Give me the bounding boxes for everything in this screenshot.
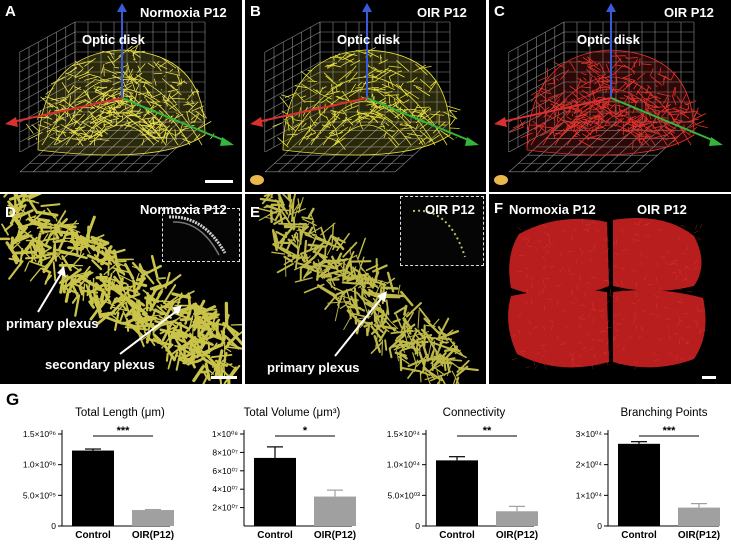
panel-f-title-normoxia: Normoxia P12	[509, 202, 596, 217]
chart-total-volume: Total Volume (μm³) 2×10⁰⁷ 4×10⁰⁷ 6×10⁰⁷ 8×10…	[182, 398, 364, 546]
primary-plexus-label-d: primary plexus	[6, 316, 99, 331]
bar-oir	[314, 497, 356, 526]
category-label: Control	[75, 530, 111, 541]
petal-bottom-left	[508, 290, 609, 368]
orientation-marker	[494, 175, 508, 185]
bar-oir	[132, 510, 174, 526]
panel-d-letter: D	[5, 204, 16, 221]
petal-top-right	[613, 218, 702, 291]
y-tick-label: 1.5×10⁰⁶	[23, 429, 56, 439]
panel-c: C OIR P12 Optic disk	[489, 0, 731, 192]
category-label: OIR(P12)	[496, 530, 538, 541]
panel-a-3d-render	[0, 0, 242, 192]
significance-marker: **	[483, 425, 492, 437]
y-tick-label: 4×10⁰⁷	[212, 484, 238, 494]
petal-top-left	[509, 219, 609, 297]
y-axis-arrow	[220, 137, 234, 146]
panel-f-scale-bar	[702, 376, 716, 379]
panel-b-optic-disk-label: Optic disk	[337, 32, 400, 47]
y-tick-label: 5.0×10⁰³	[388, 490, 421, 500]
panel-d: D Normoxia P12 primary plexus secondary …	[0, 194, 242, 384]
chart-title: Total Length (μm)	[75, 407, 165, 419]
panel-a-optic-disk-label: Optic disk	[82, 32, 145, 47]
y-tick-label: 3×10⁰⁴	[576, 429, 603, 439]
z-axis-arrow	[117, 3, 127, 12]
category-label: Control	[621, 530, 657, 541]
panel-c-optic-disk-label: Optic disk	[577, 32, 640, 47]
significance-marker: *	[303, 425, 308, 437]
y-tick-label: 0	[415, 521, 420, 531]
panel-c-letter: C	[494, 3, 505, 20]
y-axis-arrow	[465, 137, 479, 146]
panel-f: F Normoxia P12 OIR P12	[489, 194, 731, 384]
y-tick-label: 0	[597, 521, 602, 531]
significance-marker: ***	[117, 425, 131, 437]
bar-control	[254, 458, 296, 526]
y-tick-label: 1×10⁰⁸	[212, 429, 239, 439]
panel-a-letter: A	[5, 3, 16, 20]
panel-d-scale-bar	[211, 376, 237, 379]
y-tick-label: 1×10⁰⁴	[576, 490, 603, 500]
category-label: Control	[439, 530, 475, 541]
panel-c-3d-render	[489, 0, 731, 192]
panel-b-letter: B	[250, 3, 261, 20]
y-tick-label: 1.5×10⁰⁴	[387, 429, 421, 439]
y-tick-label: 0	[51, 521, 56, 531]
chart-total-length: Total Length (μm) 0 5.0×10⁰⁵ 1.0×10⁰⁶ 1.5×10…	[0, 398, 182, 546]
category-label: OIR(P12)	[678, 530, 720, 541]
y-tick-label: 2×10⁰⁷	[212, 503, 238, 513]
x-axis-arrow	[5, 117, 18, 127]
chart-connectivity: Connectivity 0 5.0×10⁰³ 1.0×10⁰⁴ 1.5×10⁰⁴ Con…	[364, 398, 546, 546]
bar-oir	[496, 511, 538, 526]
panel-b-title: OIR P12	[417, 5, 467, 20]
z-axis-arrow	[362, 3, 372, 12]
orientation-marker	[250, 175, 264, 185]
y-tick-label: 5.0×10⁰⁵	[23, 490, 56, 500]
z-axis-arrow	[606, 3, 616, 12]
panel-e-title: OIR P12	[425, 202, 475, 217]
panel-f-title-oir: OIR P12	[637, 202, 687, 217]
panel-f-flatmount	[489, 194, 731, 384]
bar-control	[72, 451, 114, 526]
panel-c-title: OIR P12	[664, 5, 714, 20]
x-axis-arrow	[494, 117, 507, 127]
y-tick-label: 6×10⁰⁷	[212, 466, 238, 476]
category-label: OIR(P12)	[314, 530, 356, 541]
retina-flatmount	[508, 218, 705, 367]
panel-d-title: Normoxia P12	[140, 202, 227, 217]
panel-a-scale-bar	[205, 180, 233, 183]
secondary-plexus-label: secondary plexus	[45, 357, 155, 372]
chart-title: Total Volume (μm³)	[244, 407, 341, 419]
panel-a: A Normoxia P12 Optic disk	[0, 0, 242, 192]
petal-bottom-right	[613, 290, 706, 367]
y-tick-label: 2×10⁰⁴	[576, 460, 603, 470]
primary-plexus-label-e: primary plexus	[267, 360, 360, 375]
category-label: Control	[257, 530, 293, 541]
arrowhead-primary	[57, 266, 66, 277]
panel-a-title: Normoxia P12	[140, 5, 227, 20]
y-tick-label: 1.0×10⁰⁶	[23, 460, 56, 470]
panel-f-letter: F	[494, 200, 503, 217]
chart-title: Branching Points	[621, 407, 708, 419]
panel-e-letter: E	[250, 204, 260, 221]
panel-e: E OIR P12 primary plexus	[245, 194, 486, 384]
bar-control	[436, 460, 478, 526]
y-tick-label: 8×10⁰⁷	[212, 447, 238, 457]
x-axis-arrow	[250, 117, 263, 127]
y-tick-label: 1.0×10⁰⁴	[387, 460, 421, 470]
panel-b: B OIR P12 Optic disk	[245, 0, 486, 192]
y-axis-arrow	[709, 137, 723, 146]
bar-oir	[678, 508, 720, 526]
chart-branching-points: Branching Points 0 1×10⁰⁴ 2×10⁰⁴ 3×10⁰⁴ Contr…	[546, 398, 731, 546]
chart-title: Connectivity	[443, 407, 506, 419]
category-label: OIR(P12)	[132, 530, 174, 541]
significance-marker: ***	[663, 425, 677, 437]
panel-b-3d-render	[245, 0, 486, 192]
bar-control	[618, 444, 660, 526]
